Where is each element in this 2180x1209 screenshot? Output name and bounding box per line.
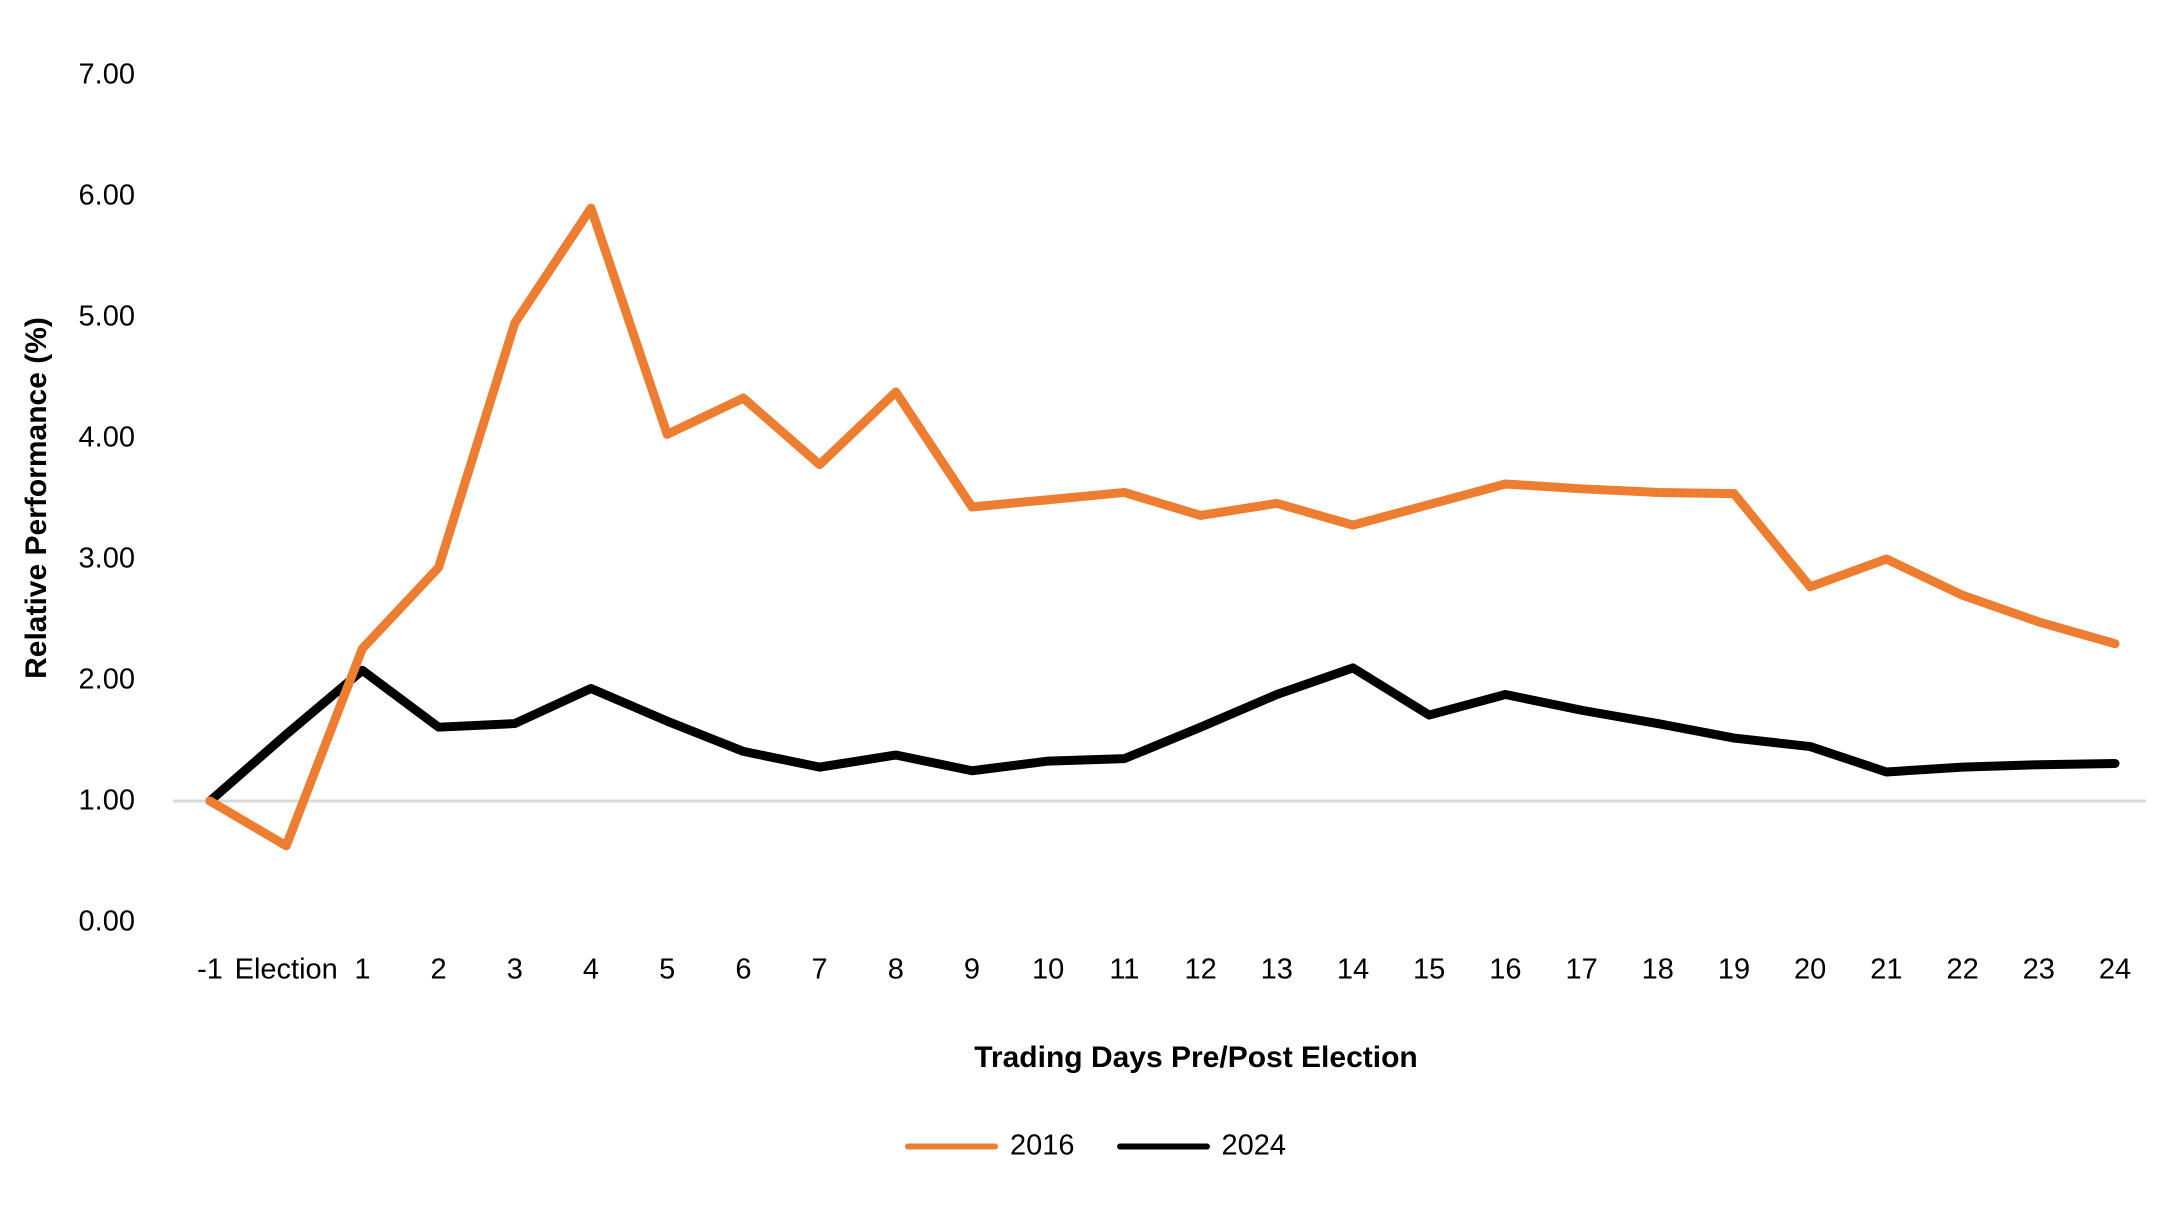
series-line-2016: [205, 203, 2120, 851]
legend-label-2016: 2016: [1010, 1129, 1075, 1162]
x-tick-label-2: 2: [430, 953, 447, 986]
y-tick-label-0.00: 0.00: [78, 905, 135, 938]
x-tick-label-16: 16: [1489, 953, 1522, 986]
x-tick-label-7: 7: [811, 953, 828, 986]
legend-swatch-2024-icon: [1116, 1143, 1210, 1149]
y-tick-label-5.00: 5.00: [78, 300, 135, 333]
x-tick-label-20: 20: [1794, 953, 1827, 986]
x-tick-label-24: 24: [2098, 953, 2132, 986]
x-tick-label-14: 14: [1336, 953, 1370, 986]
x-tick-label-12: 12: [1184, 953, 1217, 986]
series-line-2024: [205, 663, 2120, 806]
x-tick-label-8: 8: [887, 953, 904, 986]
x-tick-label-18: 18: [1641, 953, 1674, 986]
x-tick-label-23: 23: [2022, 953, 2055, 986]
x-tick-label-22: 22: [1946, 953, 1979, 986]
legend-swatch-2016-icon: [905, 1143, 998, 1149]
y-tick-label-4.00: 4.00: [78, 421, 135, 454]
x-tick-label-Election: Election: [234, 953, 338, 986]
y-tick-label-2.00: 2.00: [78, 663, 135, 696]
y-tick-label-3.00: 3.00: [78, 542, 135, 575]
x-tick-label-11: 11: [1109, 953, 1140, 986]
x-tick-label-1: 1: [354, 953, 371, 986]
legend-label-2024: 2024: [1221, 1129, 1287, 1162]
legend: 2016 2024: [905, 1130, 1286, 1163]
y-axis-title: Relative Performance (%): [20, 317, 53, 679]
x-tick-label-6: 6: [735, 953, 752, 986]
x-axis-title: Trading Days Pre/Post Election: [974, 1041, 1418, 1074]
x-tick-label-13: 13: [1260, 953, 1293, 986]
x-tick-label-3: 3: [506, 953, 523, 986]
x-tick-label--1: -1: [197, 953, 223, 986]
y-tick-label-1.00: 1.00: [78, 784, 135, 817]
x-tick-label-17: 17: [1565, 953, 1598, 986]
x-tick-label-15: 15: [1413, 953, 1446, 986]
x-tick-label-5: 5: [659, 953, 676, 986]
x-tick-label-21: 21: [1870, 953, 1903, 986]
legend-item-2024: 2024: [1116, 1129, 1287, 1163]
x-tick-label-19: 19: [1717, 953, 1751, 986]
x-tick-label-4: 4: [582, 953, 600, 986]
y-tick-label-6.00: 6.00: [78, 179, 135, 212]
x-tick-label-10: 10: [1032, 953, 1065, 986]
x-tick-label-9: 9: [963, 953, 981, 986]
y-tick-label-7.00: 7.00: [78, 58, 135, 91]
legend-item-2016: 2016: [905, 1130, 1075, 1163]
